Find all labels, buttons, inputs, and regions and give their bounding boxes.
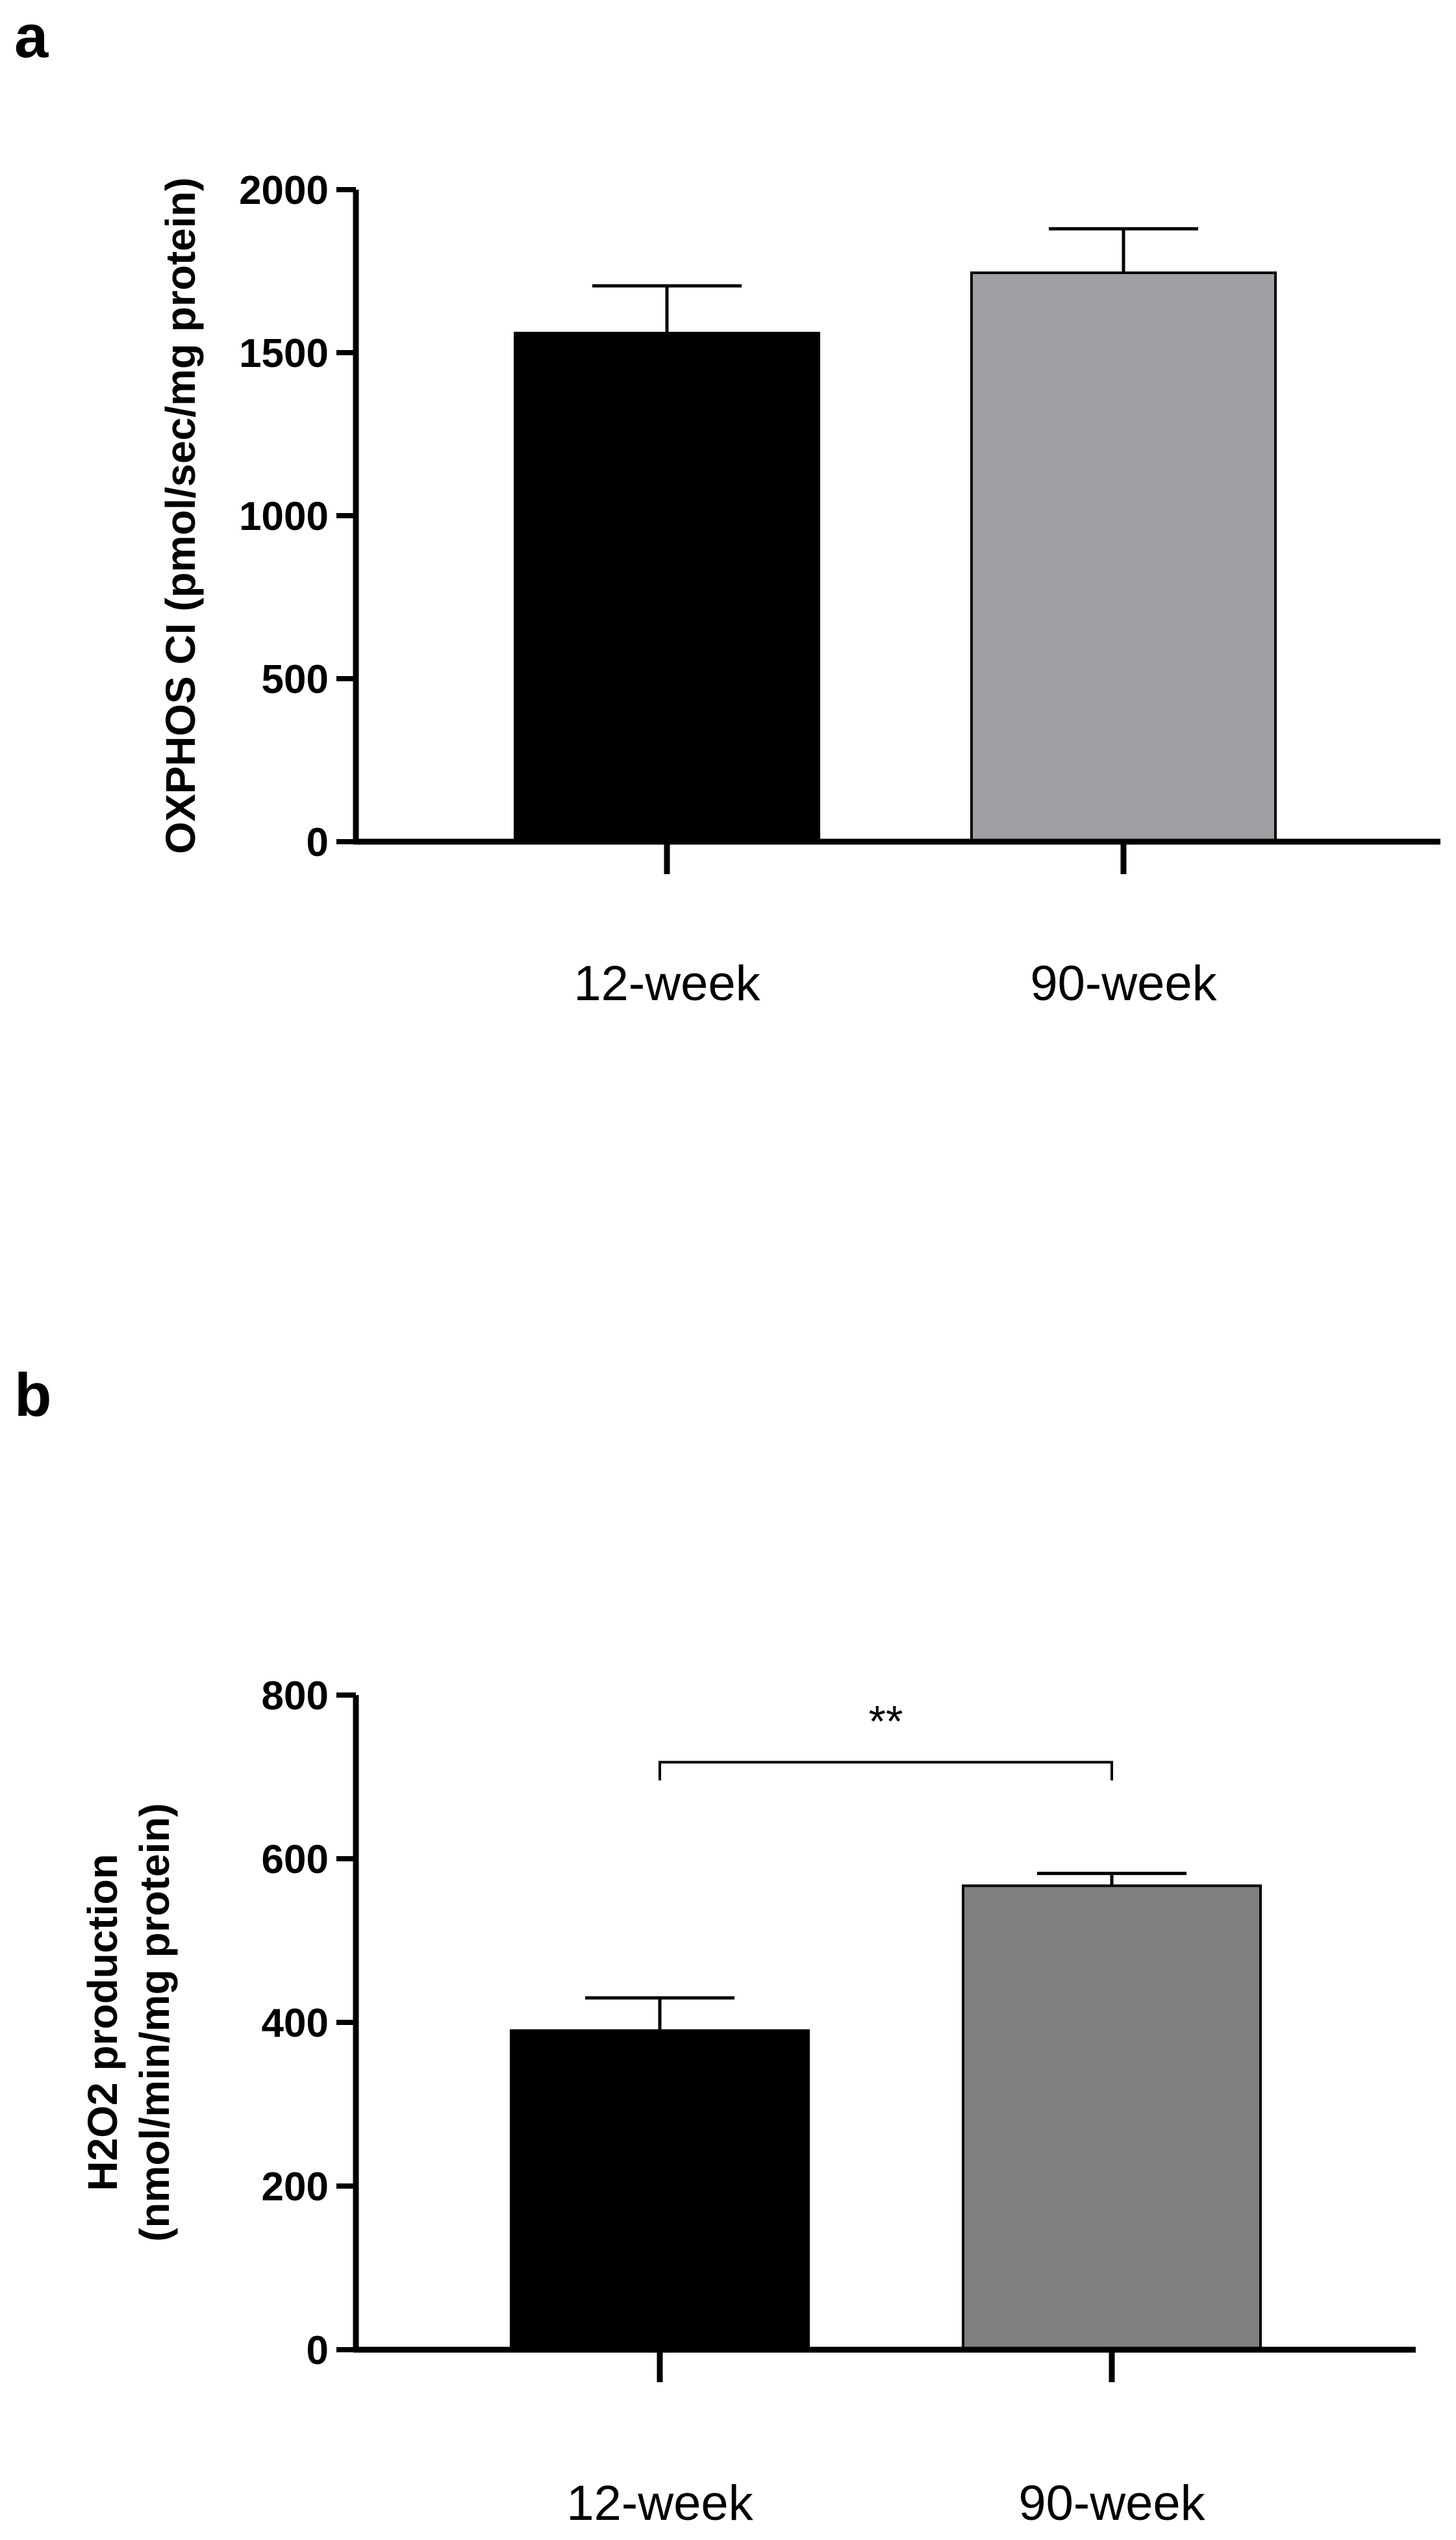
y-tick-label: 1500 — [239, 331, 329, 376]
y-tick-label: 800 — [262, 1674, 329, 1718]
y-tick-label: 400 — [262, 2001, 329, 2046]
bar-90-week — [970, 271, 1277, 843]
y-tick-label: 600 — [262, 1837, 329, 1882]
y-axis-title: OXPHOS CI (pmol/sec/mg protein) — [157, 177, 204, 854]
chart-panel-b: b 0 200 400 600 800 12-week 90-week H2O2 product… — [14, 1361, 1416, 2531]
significance-bracket — [659, 1761, 1113, 1781]
y-axis-title: H2O2 production — [79, 1854, 126, 2191]
panel-letter: b — [14, 1361, 51, 1429]
significance-label: ** — [869, 1696, 903, 1746]
bar-90-week — [962, 1884, 1262, 2352]
bar-12-week — [510, 2029, 810, 2352]
panel-letter: a — [14, 2, 49, 70]
chart-panel-a: a 0 500 1000 1500 2000 12-week 90-week OXPHOS CI… — [14, 2, 1440, 1011]
y-axis-title: (nmol/min/mg protein) — [131, 1803, 178, 2242]
y-tick-label: 1000 — [239, 494, 329, 539]
bar-12-week — [514, 331, 820, 843]
x-tick-label: 12-week — [573, 956, 760, 1011]
x-tick-label: 90-week — [1018, 2476, 1205, 2531]
y-tick-label: 500 — [262, 657, 329, 702]
y-tick-label: 2000 — [239, 168, 329, 213]
x-tick-label: 90-week — [1030, 956, 1217, 1011]
y-tick-label: 200 — [262, 2165, 329, 2209]
y-tick-label: 0 — [307, 820, 329, 865]
y-tick-label: 0 — [307, 2328, 329, 2373]
x-tick-label: 12-week — [566, 2476, 753, 2531]
